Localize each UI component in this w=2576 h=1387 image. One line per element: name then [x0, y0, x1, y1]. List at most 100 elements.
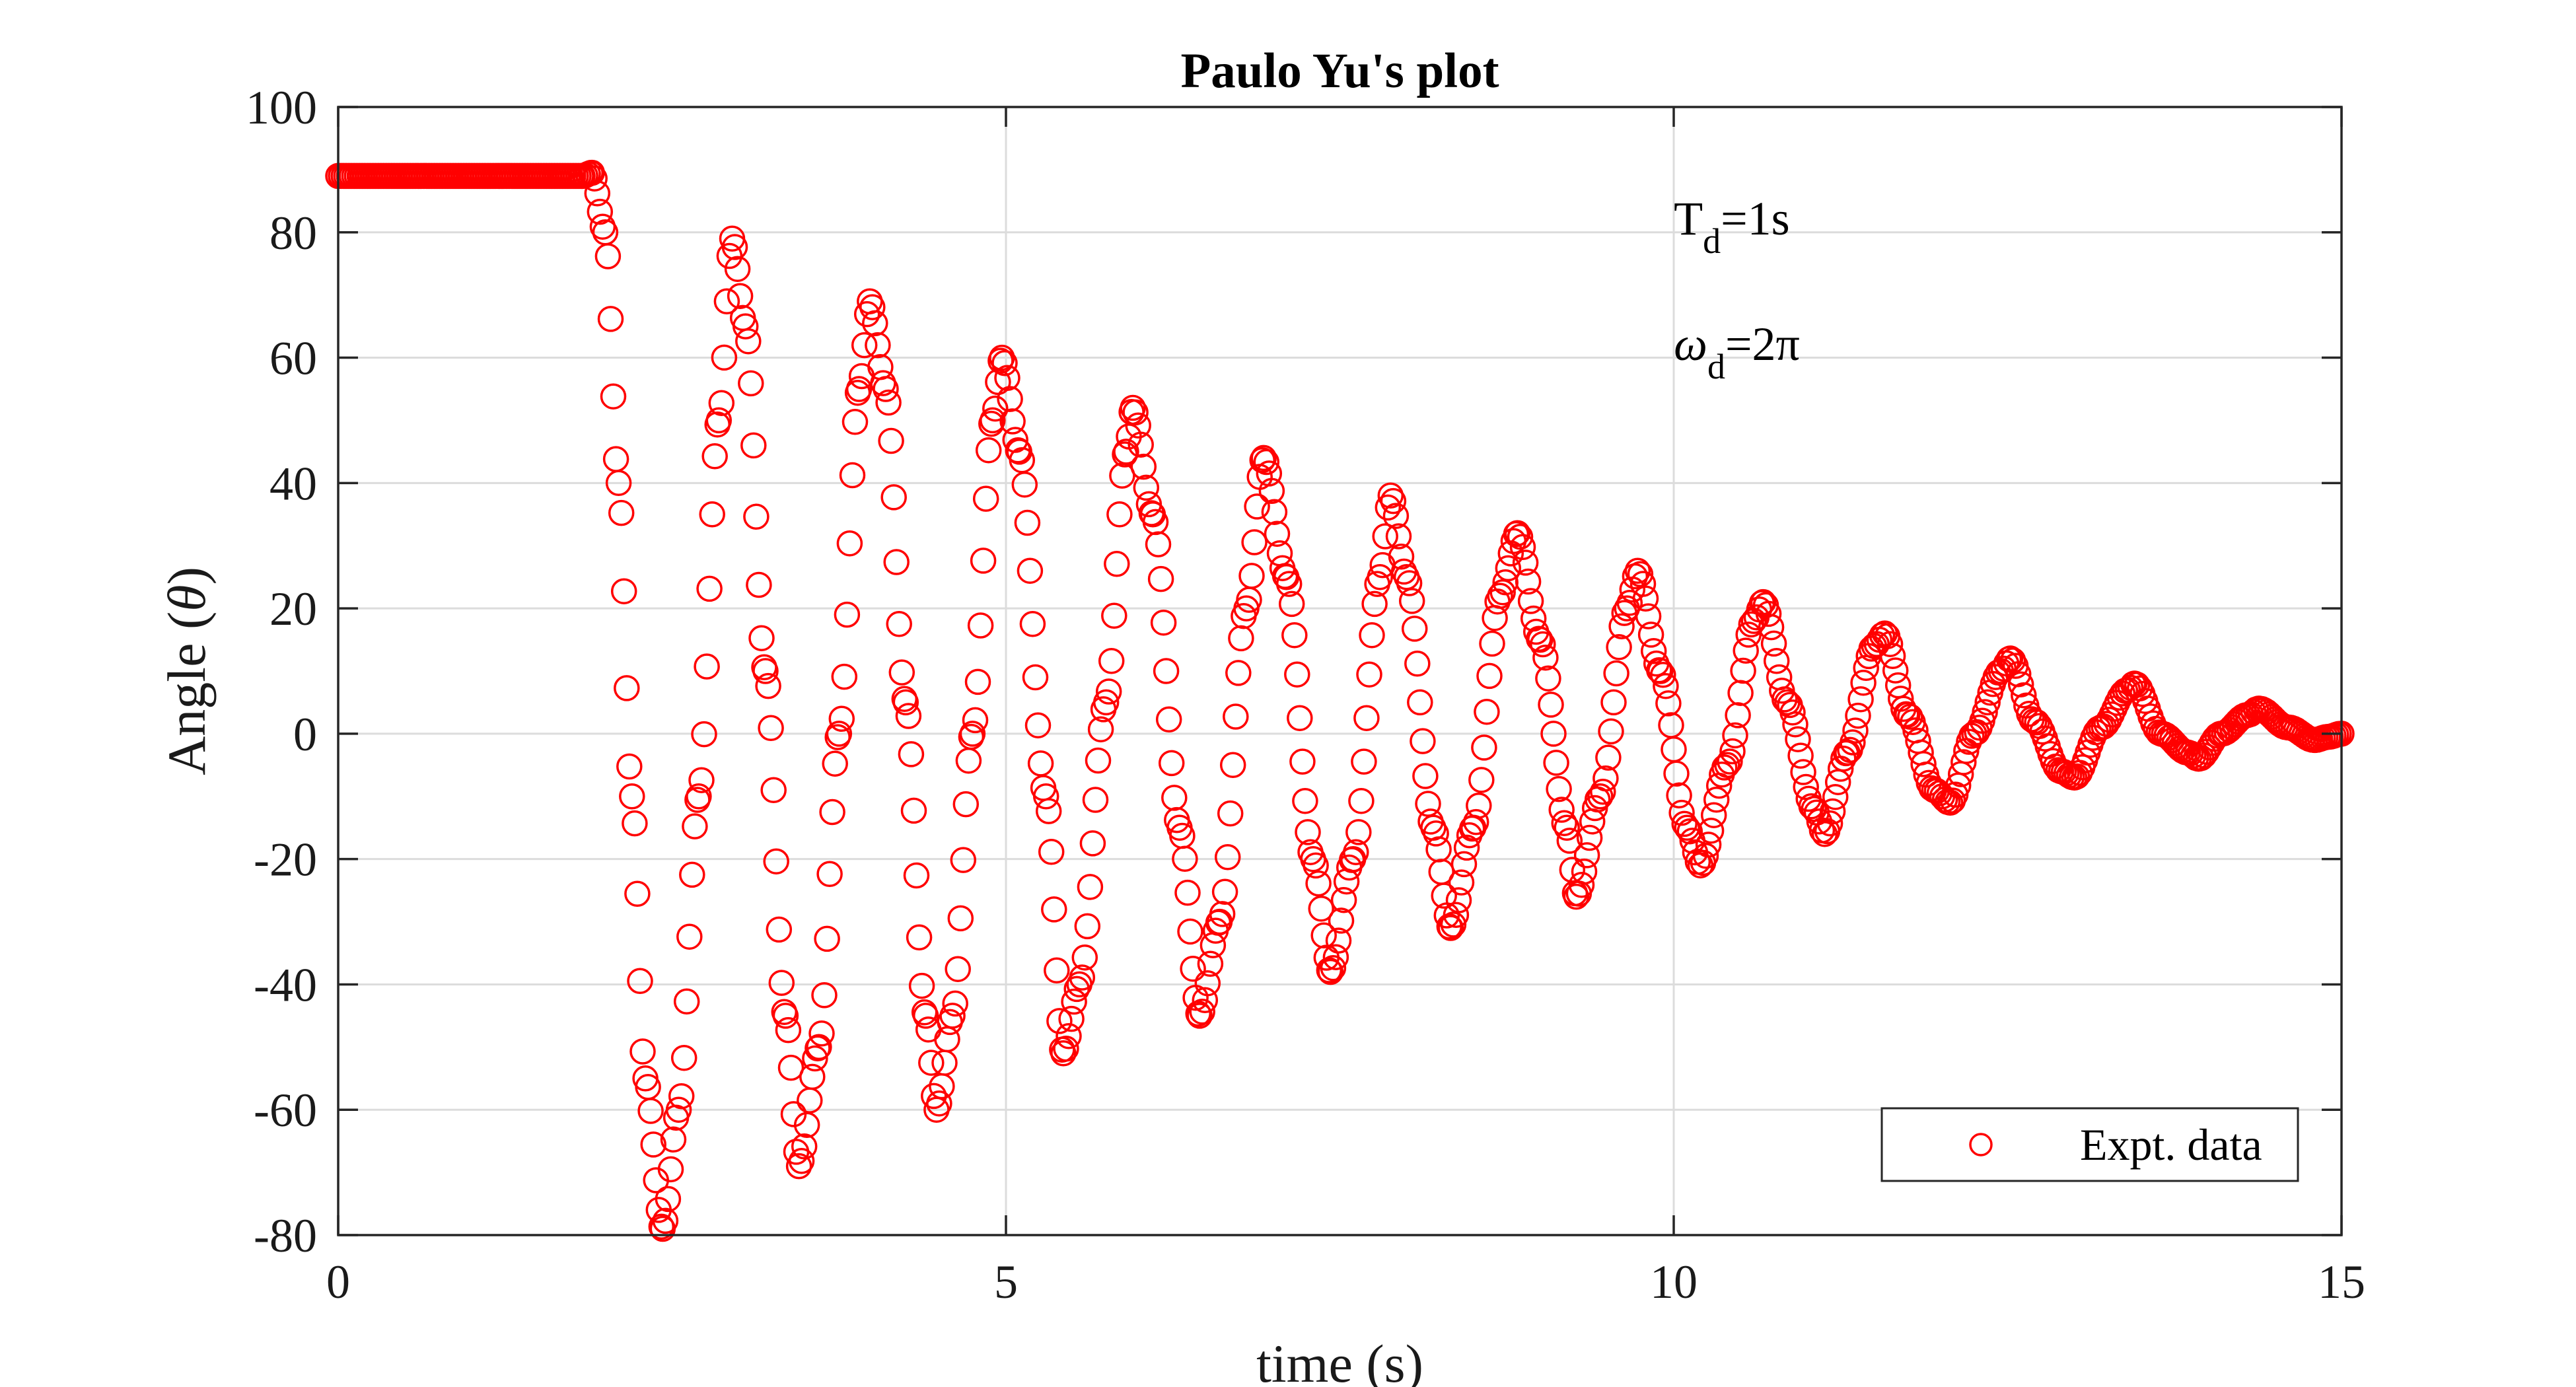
- data-point: [834, 601, 861, 628]
- data-point: [1328, 907, 1355, 934]
- data-point: [1719, 738, 1746, 765]
- data-point: [1404, 651, 1431, 677]
- data-point: [1671, 810, 1698, 837]
- data-point: [1563, 883, 1590, 910]
- data-point: [1479, 630, 1505, 657]
- data-point: [1377, 482, 1404, 509]
- data-point: [895, 703, 922, 729]
- data-point: [1527, 626, 1554, 653]
- data-point: [668, 1083, 695, 1110]
- data-point: [1343, 839, 1369, 865]
- data-point: [1538, 692, 1564, 718]
- data-point: [1650, 662, 1676, 688]
- data-point: [1897, 703, 1923, 730]
- data-point: [805, 1035, 831, 1062]
- data-point: [1153, 658, 1180, 684]
- data-point: [1225, 660, 1252, 686]
- data-point: [1278, 590, 1305, 618]
- data-point: [1632, 585, 1659, 612]
- data-point: [967, 612, 994, 639]
- data-point: [878, 427, 904, 454]
- data-point: [1032, 783, 1059, 810]
- data-point: [1063, 976, 1090, 1003]
- data-point: [752, 658, 779, 684]
- data-point: [811, 982, 838, 1009]
- data-point: [1014, 509, 1041, 536]
- data-point: [906, 924, 933, 951]
- data-point: [1053, 1036, 1079, 1062]
- data-point: [1573, 842, 1600, 869]
- data-point: [1024, 712, 1052, 738]
- data-point: [665, 1096, 692, 1123]
- data-point: [594, 243, 622, 269]
- data-point: [1142, 509, 1169, 536]
- data-point: [1961, 721, 1987, 747]
- data-point: [1250, 445, 1277, 472]
- data-point: [947, 905, 974, 932]
- data-point: [873, 376, 899, 402]
- data-point: [1974, 689, 2001, 716]
- data-point: [980, 407, 1006, 434]
- y-axis-label-close: ): [157, 567, 217, 585]
- data-point: [1410, 728, 1436, 754]
- data-point: [727, 283, 754, 309]
- data-point: [1894, 701, 1921, 729]
- data-point: [1890, 695, 1917, 722]
- x-tick-label: 5: [994, 1256, 1018, 1308]
- data-point: [1750, 588, 1777, 616]
- data-point: [758, 715, 784, 742]
- x-tick-label: 15: [2318, 1256, 2365, 1308]
- data-point: [657, 1156, 684, 1183]
- data-point: [605, 470, 632, 497]
- data-point: [989, 344, 1015, 371]
- y-axis-label-symbol: θ: [157, 585, 217, 611]
- data-point: [1535, 665, 1561, 692]
- data-point: [1771, 686, 1798, 713]
- data-point: [791, 1133, 818, 1160]
- data-point: [766, 916, 793, 943]
- data-point: [584, 180, 611, 207]
- data-point: [1113, 439, 1139, 465]
- data-point: [1241, 529, 1268, 555]
- data-point: [1592, 765, 1619, 792]
- data-point: [1540, 721, 1567, 747]
- data-point: [1763, 647, 1790, 674]
- data-point: [819, 799, 845, 826]
- data-point: [655, 1186, 682, 1213]
- data-point: [2011, 682, 2037, 709]
- data-point: [1372, 523, 1398, 550]
- data-point: [1330, 886, 1357, 913]
- data-point: [1727, 680, 1754, 706]
- data-point: [1150, 609, 1177, 636]
- data-point: [845, 376, 873, 402]
- data-point: [975, 437, 1002, 464]
- data-point: [1122, 399, 1149, 426]
- data-point: [1125, 412, 1151, 439]
- data-point: [991, 349, 1018, 376]
- data-point: [806, 1034, 832, 1061]
- data-point: [1790, 759, 1816, 785]
- y-tick-label: 60: [269, 332, 317, 385]
- data-point: [713, 288, 740, 315]
- data-point: [1385, 523, 1412, 550]
- x-tick-label: 10: [1650, 1256, 1698, 1308]
- data-point: [1316, 957, 1343, 983]
- data-point: [600, 383, 627, 409]
- data-point: [1101, 602, 1127, 629]
- data-point: [1616, 590, 1643, 616]
- data-point: [1085, 747, 1112, 774]
- data-point: [1556, 828, 1583, 854]
- data-point: [1106, 501, 1133, 528]
- data-point: [1972, 699, 1998, 725]
- y-tick-label: -60: [254, 1084, 317, 1137]
- data-point: [921, 1083, 947, 1110]
- data-point: [939, 1003, 966, 1029]
- data-point: [788, 1148, 815, 1174]
- data-point: [799, 1063, 826, 1090]
- data-point: [1133, 474, 1160, 501]
- data-point: [1155, 706, 1182, 733]
- data-point: [1174, 879, 1201, 906]
- data-point: [1147, 565, 1174, 592]
- data-point: [1717, 748, 1743, 775]
